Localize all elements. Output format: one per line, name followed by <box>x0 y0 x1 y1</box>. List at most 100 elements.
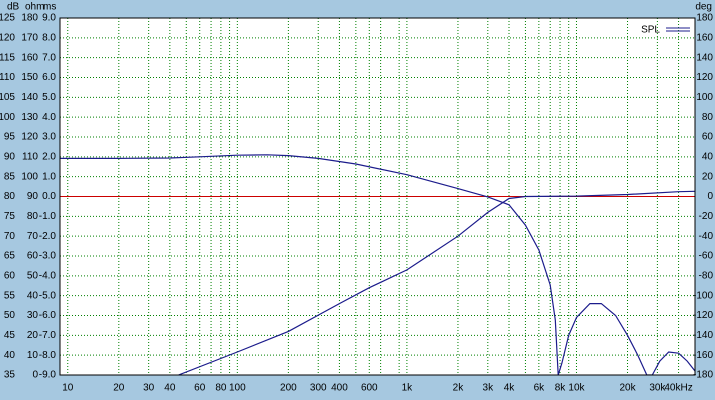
y-tick-label: 105 <box>0 92 15 103</box>
x-tick-label: 20 <box>113 383 125 394</box>
y-tick-label: 85 <box>4 171 16 182</box>
ohm-tick-label: 60 <box>27 251 39 262</box>
y2-tick-label: -160 <box>693 350 713 361</box>
y-tick-label: 35 <box>4 370 16 381</box>
ohm-tick-label: 50 <box>27 270 39 281</box>
ms-tick-label: -3.0 <box>39 251 57 262</box>
ms-tick-label: -8.0 <box>39 350 57 361</box>
y-tick-label: 50 <box>4 310 16 321</box>
y2-tick-label: -140 <box>693 330 713 341</box>
ms-tick-label: -6.0 <box>39 310 57 321</box>
y2-tick-label: 120 <box>696 72 713 83</box>
y2-tick-label: 100 <box>696 92 713 103</box>
ohm-tick-label: 130 <box>21 112 38 123</box>
ms-tick-label: -2.0 <box>39 231 57 242</box>
x-tick-label: 6k <box>534 383 546 394</box>
x-tick-label: 40kHz <box>664 383 692 394</box>
x-tick-label: 400 <box>331 383 348 394</box>
y-tick-label: 125 <box>0 13 15 24</box>
ms-tick-label: 3.0 <box>42 132 56 143</box>
x-tick-label: 100 <box>229 383 246 394</box>
y2-tick-label: -60 <box>699 251 714 262</box>
y-tick-label: 75 <box>4 211 16 222</box>
ms-tick-label: 7.0 <box>42 52 56 63</box>
ohm-tick-label: 0 <box>32 370 38 381</box>
y-tick-label: 115 <box>0 52 15 63</box>
ohm-tick-label: 160 <box>21 52 38 63</box>
x-tick-label: 10 <box>62 383 74 394</box>
x-tick-label: 10k <box>568 383 585 394</box>
y-tick-label: 90 <box>4 151 16 162</box>
y2-tick-label: 0 <box>707 191 713 202</box>
y-tick-label: 80 <box>4 191 16 202</box>
ms-tick-label: -5.0 <box>39 290 57 301</box>
x-tick-label: 20k <box>619 383 636 394</box>
ohm-tick-label: 10 <box>27 350 39 361</box>
y2-tick-label: -100 <box>693 290 713 301</box>
ms-tick-label: -7.0 <box>39 330 57 341</box>
ohm-tick-label: 140 <box>21 92 38 103</box>
y-tick-label: 110 <box>0 72 15 83</box>
y2-tick-label: 80 <box>702 112 714 123</box>
y2-tick-label: 40 <box>702 151 714 162</box>
ohm-tick-label: 110 <box>22 151 38 162</box>
ms-tick-label: 6.0 <box>42 72 56 83</box>
x-tick-label: 30k <box>649 383 666 394</box>
y-tick-label: 65 <box>4 251 16 262</box>
legend-label: SPL <box>641 25 660 36</box>
ms-tick-label: -4.0 <box>39 270 57 281</box>
ms-tick-label: 1.0 <box>42 171 56 182</box>
y2-tick-label: 180 <box>696 13 713 24</box>
x-tick-label: 3k <box>483 383 495 394</box>
y-tick-label: 120 <box>0 32 15 43</box>
y2-tick-label: -120 <box>693 310 713 321</box>
y2-tick-label: -20 <box>699 211 714 222</box>
ms-tick-label: 5.0 <box>42 92 56 103</box>
x-tick-label: 2k <box>453 383 465 394</box>
y2-tick-label: -80 <box>699 270 714 281</box>
ms-tick-label: 8.0 <box>42 32 56 43</box>
ms-tick-label: -1.0 <box>39 211 57 222</box>
ohm-tick-label: 120 <box>21 132 38 143</box>
y-tick-label: 95 <box>4 132 16 143</box>
y-tick-label: 45 <box>4 330 16 341</box>
axis-title: dB <box>7 2 20 13</box>
ohm-tick-label: 70 <box>27 231 39 242</box>
ms-tick-label: 2.0 <box>42 151 56 162</box>
x-tick-label: 300 <box>310 383 327 394</box>
spl-curve <box>178 190 695 375</box>
x-tick-label: 60 <box>194 383 206 394</box>
ms-tick-label: -9.0 <box>39 370 57 381</box>
y2-tick-label: 160 <box>696 32 713 43</box>
ohm-tick-label: 90 <box>27 191 39 202</box>
ohm-tick-label: 80 <box>27 211 39 222</box>
axis-title: deg <box>695 2 712 13</box>
ohm-tick-label: 170 <box>21 32 38 43</box>
y2-tick-label: 60 <box>702 132 714 143</box>
y-tick-label: 70 <box>4 231 16 242</box>
x-tick-label: 40 <box>164 383 176 394</box>
plot-border <box>59 17 696 376</box>
ohm-tick-label: 180 <box>21 13 38 24</box>
y2-tick-label: 20 <box>702 171 714 182</box>
y2-tick-label: -40 <box>699 231 714 242</box>
ohm-tick-label: 100 <box>21 171 38 182</box>
y-tick-label: 100 <box>0 112 15 123</box>
ohm-tick-label: 30 <box>27 310 39 321</box>
x-tick-label: 200 <box>280 383 297 394</box>
y-tick-label: 60 <box>4 270 16 281</box>
x-tick-label: 8k <box>555 383 567 394</box>
x-tick-label: 600 <box>361 383 378 394</box>
y2-tick-label: -180 <box>693 370 713 381</box>
axis-title: ohm <box>25 2 44 13</box>
x-tick-label: 1k <box>402 383 414 394</box>
ms-tick-label: 9.0 <box>42 13 56 24</box>
ms-tick-label: 4.0 <box>42 112 56 123</box>
y-tick-label: 55 <box>4 290 16 301</box>
ms-tick-label: 0.0 <box>42 191 56 202</box>
spl-curve <box>60 154 695 375</box>
y2-tick-label: 140 <box>696 52 713 63</box>
ohm-tick-label: 40 <box>27 290 39 301</box>
x-tick-label: 80 <box>215 383 227 394</box>
